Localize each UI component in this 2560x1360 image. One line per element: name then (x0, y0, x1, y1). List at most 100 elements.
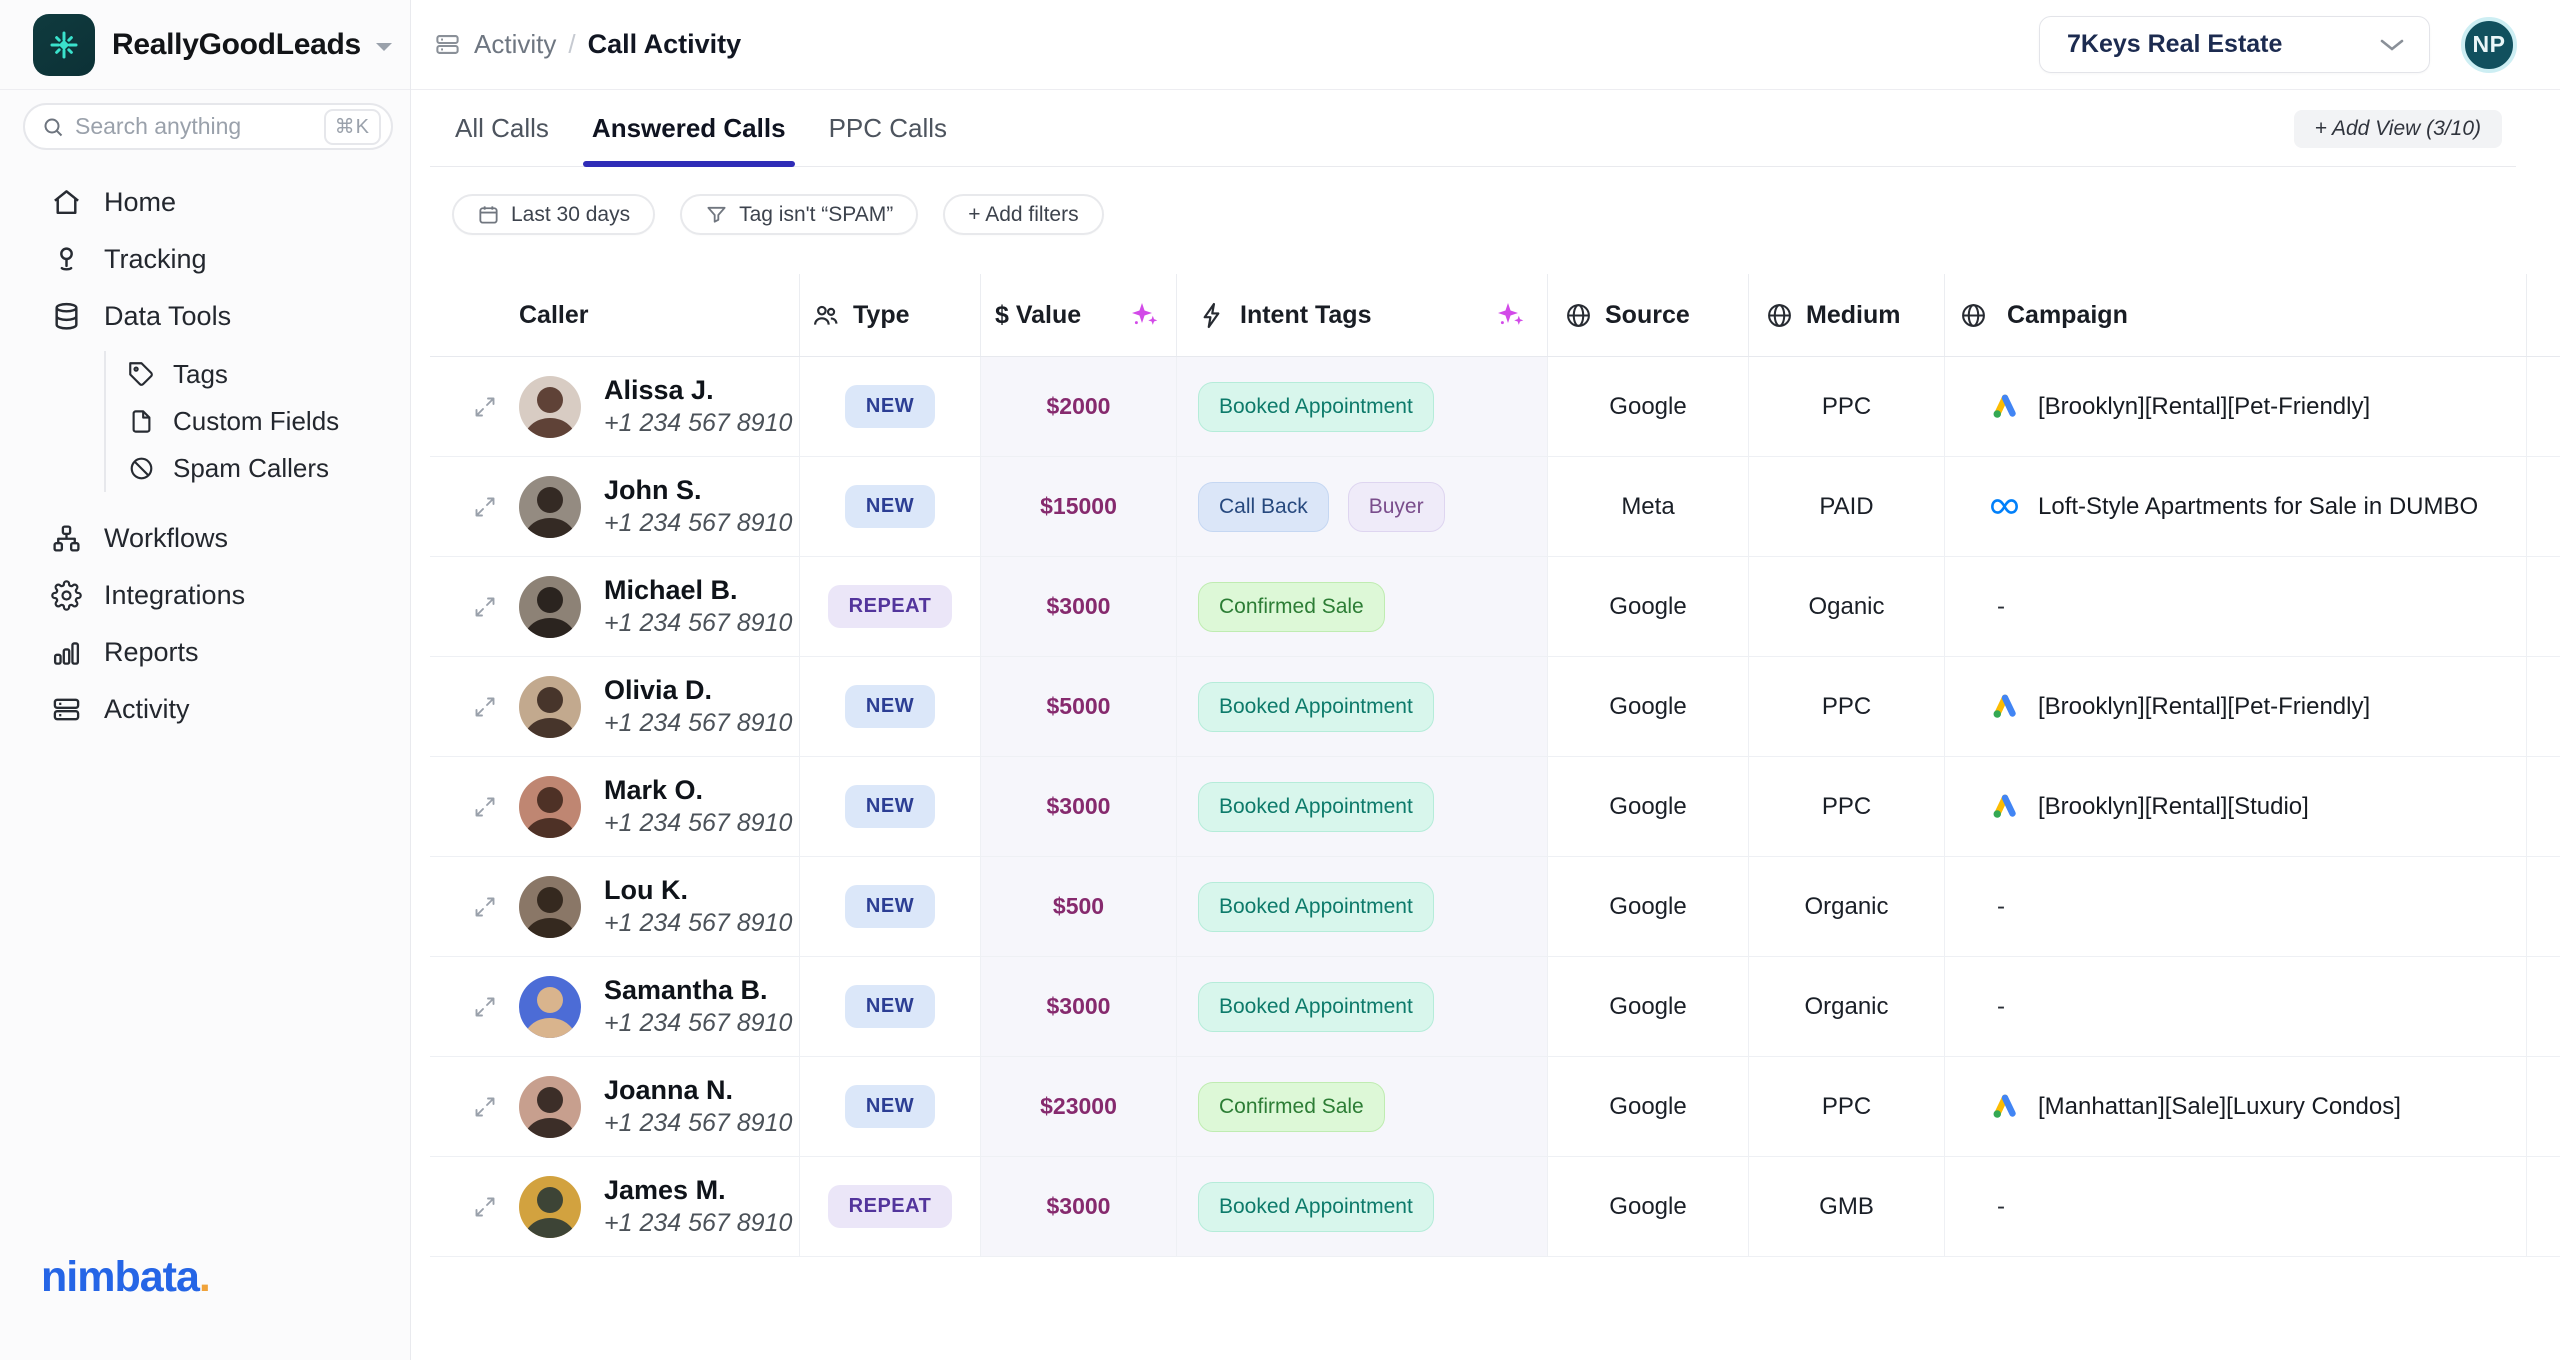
medium-cell: PPC (1749, 657, 1945, 756)
sidebar-item-home[interactable]: Home (0, 174, 410, 231)
campaign-cell: - (1945, 857, 2527, 956)
column-header-value[interactable]: $ Value (981, 274, 1177, 356)
call-value: $23000 (1040, 1093, 1117, 1119)
sidebar-item-spam-callers[interactable]: Spam Callers (128, 445, 410, 492)
medium-cell: Organic (1749, 857, 1945, 956)
tag-filter[interactable]: Tag isn't “SPAM” (680, 194, 919, 235)
campaign-cell: Loft-Style Apartments for Sale in DUMBO (1945, 457, 2527, 556)
call-type-badge: NEW (844, 785, 936, 828)
table-row[interactable]: Lou K. +1 234 567 8910 NEW $500 Booked A… (430, 857, 2560, 957)
sidebar-item-custom-fields[interactable]: Custom Fields (128, 398, 410, 445)
workspace-switcher[interactable]: ReallyGoodLeads (0, 0, 410, 90)
intent-tags-cell: Booked Appointment (1177, 657, 1548, 756)
source-cell: Google (1548, 657, 1749, 756)
expand-row-icon[interactable] (473, 795, 497, 819)
campaign-cell: - (1945, 957, 2527, 1056)
caller-cell: James M. +1 234 567 8910 (430, 1157, 800, 1256)
caller-avatar (519, 375, 581, 438)
campaign-name: [Brooklyn][Rental][Pet-Friendly] (2038, 392, 2371, 420)
call-type-badge: REPEAT (827, 585, 953, 628)
row-spacer (2527, 1157, 2560, 1256)
type-cell: REPEAT (800, 557, 981, 656)
gear-icon (51, 580, 82, 611)
sidebar-item-label: Workflows (104, 523, 229, 553)
intent-tags-cell: Booked Appointment (1177, 1157, 1548, 1256)
type-cell: NEW (800, 657, 981, 756)
expand-row-icon[interactable] (473, 495, 497, 519)
meta-icon (1989, 491, 2020, 522)
column-header-medium[interactable]: Medium (1749, 274, 1945, 356)
sidebar-item-data-tools[interactable]: Data Tools (0, 288, 410, 345)
intent-tags-cell: Confirmed Sale (1177, 1057, 1548, 1156)
add-filters-button[interactable]: + Add filters (943, 194, 1104, 235)
caller-avatar (519, 875, 581, 938)
sidebar-subgroup-data-tools: Tags Custom Fields Spam Callers (104, 351, 410, 492)
caller-name: James M. (604, 1175, 726, 1205)
breadcrumb-section[interactable]: Activity (474, 29, 557, 59)
intent-tags-cell: Booked Appointment (1177, 357, 1548, 456)
tabs: All Calls Answered Calls PPC Calls (455, 113, 947, 167)
sidebar-item-integrations[interactable]: Integrations (0, 567, 410, 624)
caller-cell: Joanna N. +1 234 567 8910 (430, 1057, 800, 1156)
intent-tags-cell: Booked Appointment (1177, 757, 1548, 856)
intent-tags-cell: Booked Appointment (1177, 857, 1548, 956)
medium-cell: PAID (1749, 457, 1945, 556)
caller-phone: +1 234 567 8910 (604, 1009, 793, 1037)
table-row[interactable]: Mark O. +1 234 567 8910 NEW $3000 Booked… (430, 757, 2560, 857)
column-header-source[interactable]: Source (1548, 274, 1749, 356)
account-selector[interactable]: 7Keys Real Estate (2039, 16, 2430, 73)
table-row[interactable]: Joanna N. +1 234 567 8910 NEW $23000 Con… (430, 1057, 2560, 1157)
expand-row-icon[interactable] (473, 1095, 497, 1119)
sidebar-item-label: Spam Callers (173, 453, 330, 483)
expand-row-icon[interactable] (473, 995, 497, 1019)
table-row[interactable]: Michael B. +1 234 567 8910 REPEAT $3000 … (430, 557, 2560, 657)
row-spacer (2527, 757, 2560, 856)
call-value: $3000 (1046, 993, 1111, 1019)
caller-avatar (519, 575, 581, 638)
expand-row-icon[interactable] (473, 895, 497, 919)
tab-all-calls[interactable]: All Calls (455, 113, 549, 143)
column-header-caller[interactable]: Caller (430, 274, 800, 356)
user-avatar[interactable]: NP (2461, 16, 2517, 73)
call-value: $15000 (1040, 493, 1117, 519)
sidebar-item-label: Tags (173, 359, 228, 389)
column-header-campaign[interactable]: Campaign (1945, 274, 2527, 356)
file-icon (128, 408, 155, 435)
tag-icon (128, 361, 155, 388)
sidebar-item-activity[interactable]: Activity (0, 681, 410, 738)
main-content: Activity / Call Activity 7Keys Real Esta… (411, 0, 2560, 1360)
table-row[interactable]: Alissa J. +1 234 567 8910 NEW $2000 Book… (430, 357, 2560, 457)
campaign-cell: [Brooklyn][Rental][Studio] (1945, 757, 2527, 856)
tab-ppc-calls[interactable]: PPC Calls (828, 113, 948, 143)
column-header-intent-tags[interactable]: Intent Tags (1177, 274, 1548, 356)
intent-tag: Call Back (1198, 481, 1329, 532)
table-row[interactable]: John S. +1 234 567 8910 NEW $15000 Call … (430, 457, 2560, 557)
expand-row-icon[interactable] (473, 695, 497, 719)
call-type-badge: NEW (844, 385, 936, 428)
search-input[interactable]: Search anything ⌘K (23, 103, 393, 150)
column-header-type[interactable]: Type (800, 274, 981, 356)
medium-cell: PPC (1749, 357, 1945, 456)
add-view-button[interactable]: + Add View (3/10) (2293, 110, 2502, 148)
expand-row-icon[interactable] (473, 1195, 497, 1219)
table-row[interactable]: Olivia D. +1 234 567 8910 NEW $5000 Book… (430, 657, 2560, 757)
tracking-icon (51, 244, 82, 275)
sidebar-item-workflows[interactable]: Workflows (0, 510, 410, 567)
expand-row-icon[interactable] (473, 595, 497, 619)
date-range-filter[interactable]: Last 30 days (452, 194, 656, 235)
sidebar-item-tracking[interactable]: Tracking (0, 231, 410, 288)
tab-answered-calls[interactable]: Answered Calls (582, 113, 795, 167)
sidebar-item-reports[interactable]: Reports (0, 624, 410, 681)
expand-row-icon[interactable] (473, 395, 497, 419)
table-row[interactable]: James M. +1 234 567 8910 REPEAT $3000 Bo… (430, 1157, 2560, 1257)
intent-tag: Buyer (1347, 481, 1445, 532)
value-cell: $3000 (981, 557, 1177, 656)
campaign-empty-value: - (1997, 992, 2005, 1020)
server-icon (51, 694, 82, 725)
sidebar-item-tags[interactable]: Tags (128, 351, 410, 398)
campaign-cell: [Brooklyn][Rental][Pet-Friendly] (1945, 657, 2527, 756)
call-type-badge: NEW (844, 985, 936, 1028)
caller-cell: Alissa J. +1 234 567 8910 (430, 357, 800, 456)
source-cell: Google (1548, 757, 1749, 856)
table-row[interactable]: Samantha B. +1 234 567 8910 NEW $3000 Bo… (430, 957, 2560, 1057)
